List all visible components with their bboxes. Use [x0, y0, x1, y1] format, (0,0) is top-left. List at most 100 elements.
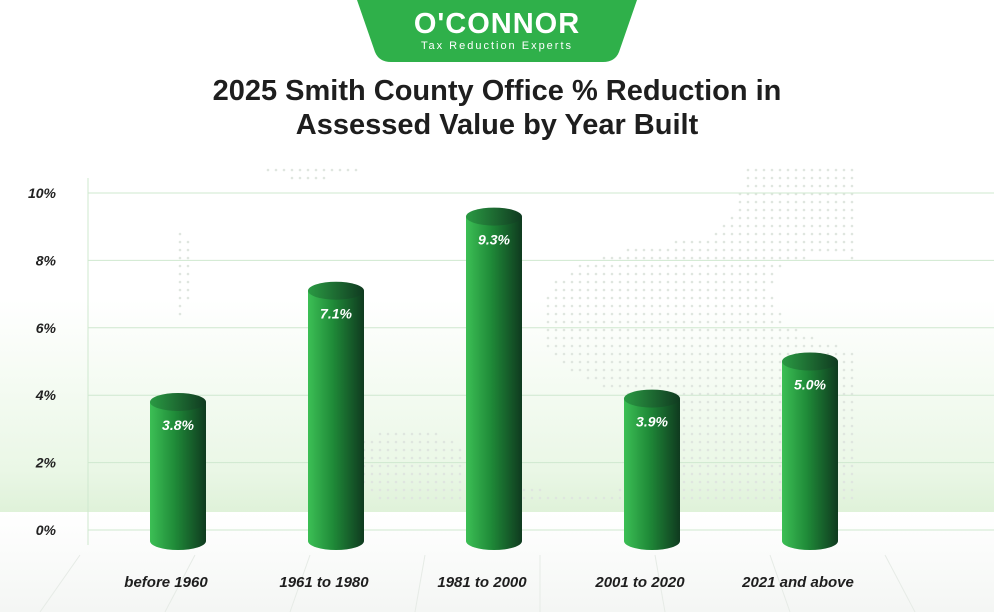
- map-dot: [626, 384, 630, 388]
- map-dot: [602, 288, 606, 292]
- map-dot: [658, 256, 662, 260]
- map-dot: [810, 336, 814, 340]
- map-dot: [690, 248, 694, 252]
- map-dot: [370, 448, 374, 452]
- map-dot: [730, 248, 734, 252]
- map-dot: [578, 344, 582, 348]
- map-dot: [610, 312, 614, 316]
- map-dot: [186, 288, 190, 292]
- map-dot: [690, 472, 694, 476]
- map-dot: [706, 416, 710, 420]
- map-dot: [842, 432, 846, 436]
- map-dot: [706, 496, 710, 500]
- map-dot: [578, 336, 582, 340]
- map-dot: [674, 296, 678, 300]
- map-dot: [322, 168, 326, 172]
- map-dot: [650, 336, 654, 340]
- map-dot: [738, 432, 742, 436]
- map-dot: [842, 176, 846, 180]
- map-dot: [818, 168, 822, 172]
- map-dot: [570, 280, 574, 284]
- map-dot: [378, 472, 382, 476]
- map-dot: [722, 368, 726, 372]
- map-dot: [602, 280, 606, 284]
- map-dot: [850, 248, 854, 252]
- map-dot: [746, 320, 750, 324]
- map-dot: [674, 384, 678, 388]
- map-dot: [778, 440, 782, 444]
- map-dot: [746, 400, 750, 404]
- map-dot: [698, 256, 702, 260]
- map-dot: [722, 280, 726, 284]
- map-dot: [818, 184, 822, 188]
- map-dot: [722, 312, 726, 316]
- map-dot: [642, 296, 646, 300]
- map-dot: [634, 376, 638, 380]
- map-dot: [722, 384, 726, 388]
- map-dot: [794, 200, 798, 204]
- map-dot: [562, 312, 566, 316]
- map-dot: [826, 176, 830, 180]
- map-dot: [706, 456, 710, 460]
- map-dot: [650, 288, 654, 292]
- map-dot: [378, 456, 382, 460]
- map-dot: [618, 288, 622, 292]
- map-dot: [778, 480, 782, 484]
- map-dot: [690, 464, 694, 468]
- map-dot: [186, 240, 190, 244]
- x-axis: before 1960 1961 to 1980 1981 to 2000 2001 …: [124, 574, 854, 591]
- map-dot: [418, 456, 422, 460]
- map-dot: [698, 416, 702, 420]
- map-dot: [754, 312, 758, 316]
- map-dot: [586, 336, 590, 340]
- map-dot: [418, 480, 422, 484]
- map-dot: [634, 320, 638, 324]
- map-dot: [714, 456, 718, 460]
- map-dot: [178, 264, 182, 268]
- map-dot: [674, 360, 678, 364]
- map-dot: [394, 464, 398, 468]
- map-dot: [714, 424, 718, 428]
- map-dot: [850, 416, 854, 420]
- map-dot: [850, 384, 854, 388]
- map-dot: [802, 336, 806, 340]
- map-dot: [738, 272, 742, 276]
- map-dot: [770, 304, 774, 308]
- map-dot: [642, 280, 646, 284]
- map-dot: [442, 464, 446, 468]
- map-dot: [266, 168, 270, 172]
- map-dot: [722, 240, 726, 244]
- map-dot: [778, 336, 782, 340]
- map-dot: [642, 360, 646, 364]
- map-dot: [834, 200, 838, 204]
- map-dot: [434, 440, 438, 444]
- map-dot: [522, 496, 526, 500]
- x-tick-label: before 1960: [124, 574, 208, 591]
- map-dot: [690, 264, 694, 268]
- map-dot: [746, 368, 750, 372]
- logo: O'CONNOR Tax Reduction Experts: [357, 0, 637, 62]
- map-dot: [730, 256, 734, 260]
- map-dot: [618, 384, 622, 388]
- map-dot: [722, 320, 726, 324]
- map-dot: [722, 304, 726, 308]
- map-dot: [594, 368, 598, 372]
- map-dot: [650, 264, 654, 268]
- map-dot: [610, 320, 614, 324]
- map-dot: [826, 248, 830, 252]
- map-dot: [642, 368, 646, 372]
- map-dot: [802, 208, 806, 212]
- map-dot: [402, 488, 406, 492]
- map-dot: [762, 408, 766, 412]
- map-dot: [738, 384, 742, 388]
- map-dot: [794, 224, 798, 228]
- map-dot: [370, 440, 374, 444]
- floor-line: [39, 554, 81, 612]
- map-dot: [442, 472, 446, 476]
- map-dot: [690, 352, 694, 356]
- map-dot: [850, 376, 854, 380]
- bar-value-label: 3.9%: [636, 414, 668, 430]
- map-dot: [410, 440, 414, 444]
- x-tick-label: 1961 to 1980: [279, 574, 369, 591]
- map-dot: [554, 352, 558, 356]
